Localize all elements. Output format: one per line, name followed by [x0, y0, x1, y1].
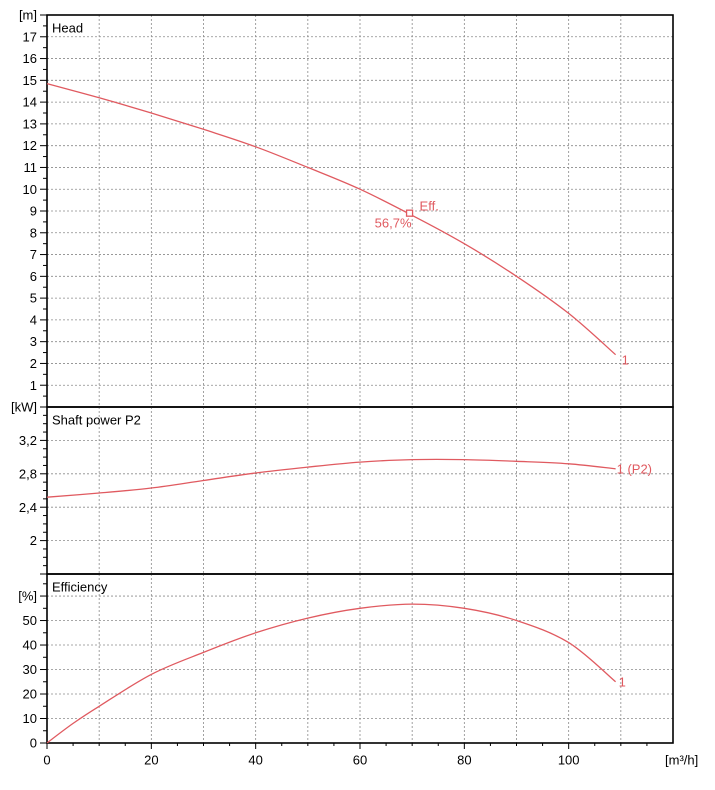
- shaft-power-panel: 2 2,4 2,8 3,2 [kW] Shaft power P2 1 (P2): [11, 400, 674, 575]
- y-tick-label: 2,4: [19, 500, 37, 515]
- y-tick-label: 40: [23, 638, 37, 653]
- efficiency-curve-label: 1: [619, 674, 626, 689]
- y-tick-label: 7: [30, 247, 37, 262]
- y-tick-label: 15: [23, 73, 37, 88]
- y-tick-label: 20: [23, 687, 37, 702]
- x-tick-label: 60: [353, 753, 367, 768]
- head-grid: [47, 15, 673, 407]
- y-tick-label: 6: [30, 269, 37, 284]
- y-tick-label: 10: [23, 182, 37, 197]
- shaft-power-title: Shaft power P2: [52, 413, 141, 428]
- efficiency-unit-label: [%]: [18, 589, 37, 604]
- y-tick-label: 12: [23, 138, 37, 153]
- y-tick-label: 2,8: [19, 466, 37, 481]
- y-tick-label: 3,2: [19, 433, 37, 448]
- y-tick-label: 4: [30, 312, 37, 327]
- y-tick-label: 16: [23, 51, 37, 66]
- efficiency-point-value: 56,7%: [375, 216, 412, 231]
- y-tick-label: 10: [23, 711, 37, 726]
- y-tick-label: 9: [30, 204, 37, 219]
- efficiency-grid: [47, 574, 673, 743]
- shaft-power-unit-label: [kW]: [11, 400, 37, 415]
- y-tick-label: 14: [23, 95, 37, 110]
- efficiency-title: Efficiency: [52, 580, 108, 595]
- efficiency-point-label: Eff.: [420, 199, 439, 214]
- efficiency-panel: 0 10 20 30 40 50 [%] Efficiency 1: [18, 573, 674, 751]
- shaft-power-curve-label: 1 (P2): [617, 461, 652, 476]
- head-curve-label: 1: [622, 352, 629, 367]
- efficiency-curve: [46, 603, 617, 744]
- x-tick-label: 20: [144, 753, 158, 768]
- y-tick-label: 30: [23, 662, 37, 677]
- x-tick-label: 80: [457, 753, 471, 768]
- x-tick-label: 0: [43, 753, 50, 768]
- head-curve: [46, 82, 617, 356]
- y-tick-label: 50: [23, 613, 37, 628]
- shaft-power-y-axis: 2 2,4 2,8 3,2 [kW]: [11, 400, 47, 575]
- y-tick-label: 1: [30, 378, 37, 393]
- y-tick-label: 0: [30, 736, 37, 751]
- efficiency-point-marker: [405, 209, 414, 217]
- x-axis-label: [m³/h]: [665, 753, 698, 768]
- y-tick-label: 17: [23, 29, 37, 44]
- shaft-power-grid: [47, 407, 673, 574]
- y-tick-label: 2: [30, 356, 37, 371]
- y-tick-label: 2: [30, 533, 37, 548]
- x-tick-label: 100: [558, 753, 580, 768]
- y-tick-label: 13: [23, 116, 37, 131]
- y-tick-label: 3: [30, 334, 37, 349]
- head-unit-label: [m]: [19, 8, 37, 23]
- y-tick-label: 5: [30, 291, 37, 306]
- shaft-power-curve: [46, 458, 616, 498]
- head-panel: 1234567891011121314151617[m]Head1Eff.56,…: [19, 8, 674, 408]
- head-title: Head: [52, 21, 83, 36]
- y-tick-label: 11: [24, 160, 38, 175]
- efficiency-y-axis: 0 10 20 30 40 50 [%]: [18, 583, 47, 751]
- x-tick-label: 40: [248, 753, 262, 768]
- x-axis: 0 20 40 60 80 100 [m³/h]: [43, 743, 698, 768]
- y-tick-label: 8: [30, 225, 37, 240]
